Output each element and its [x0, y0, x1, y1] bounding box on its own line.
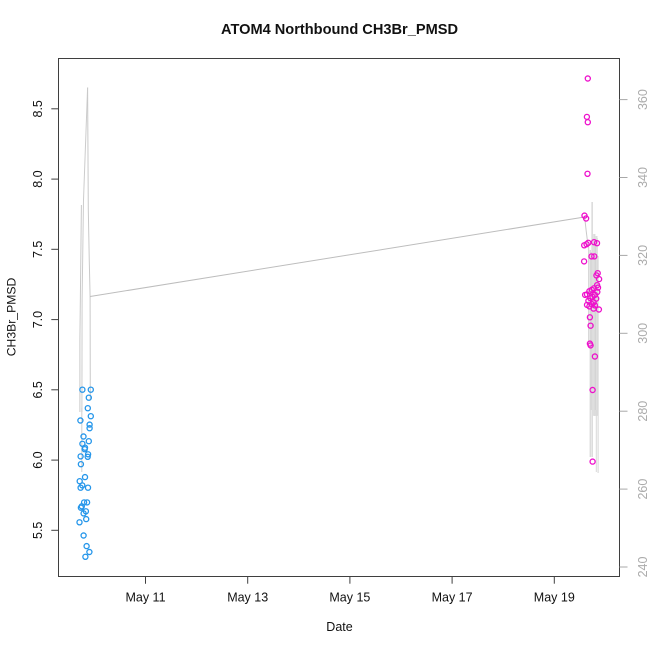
svg-text:CH3Br_PMSD: CH3Br_PMSD — [5, 278, 19, 357]
svg-text:May 11: May 11 — [125, 591, 165, 605]
svg-text:320: 320 — [636, 245, 650, 266]
svg-text:360: 360 — [636, 89, 650, 110]
svg-text:May 19: May 19 — [534, 591, 575, 605]
svg-text:May 17: May 17 — [432, 591, 473, 605]
svg-text:240: 240 — [636, 557, 650, 578]
svg-text:7.5: 7.5 — [31, 241, 45, 258]
svg-text:May 13: May 13 — [227, 591, 268, 605]
svg-text:8.0: 8.0 — [31, 170, 45, 187]
svg-text:May 15: May 15 — [329, 591, 370, 605]
svg-text:6.5: 6.5 — [31, 381, 45, 398]
svg-text:Date: Date — [326, 620, 352, 634]
svg-text:8.5: 8.5 — [31, 100, 45, 117]
svg-text:340: 340 — [636, 167, 650, 188]
svg-text:7.0: 7.0 — [31, 311, 45, 328]
svg-text:280: 280 — [636, 401, 650, 422]
svg-text:300: 300 — [636, 323, 650, 344]
svg-text:5.5: 5.5 — [31, 522, 45, 539]
svg-text:ATOM4 Northbound CH3Br_PMSD: ATOM4 Northbound CH3Br_PMSD — [221, 22, 458, 38]
svg-text:260: 260 — [636, 479, 650, 500]
svg-text:6.0: 6.0 — [31, 451, 45, 468]
